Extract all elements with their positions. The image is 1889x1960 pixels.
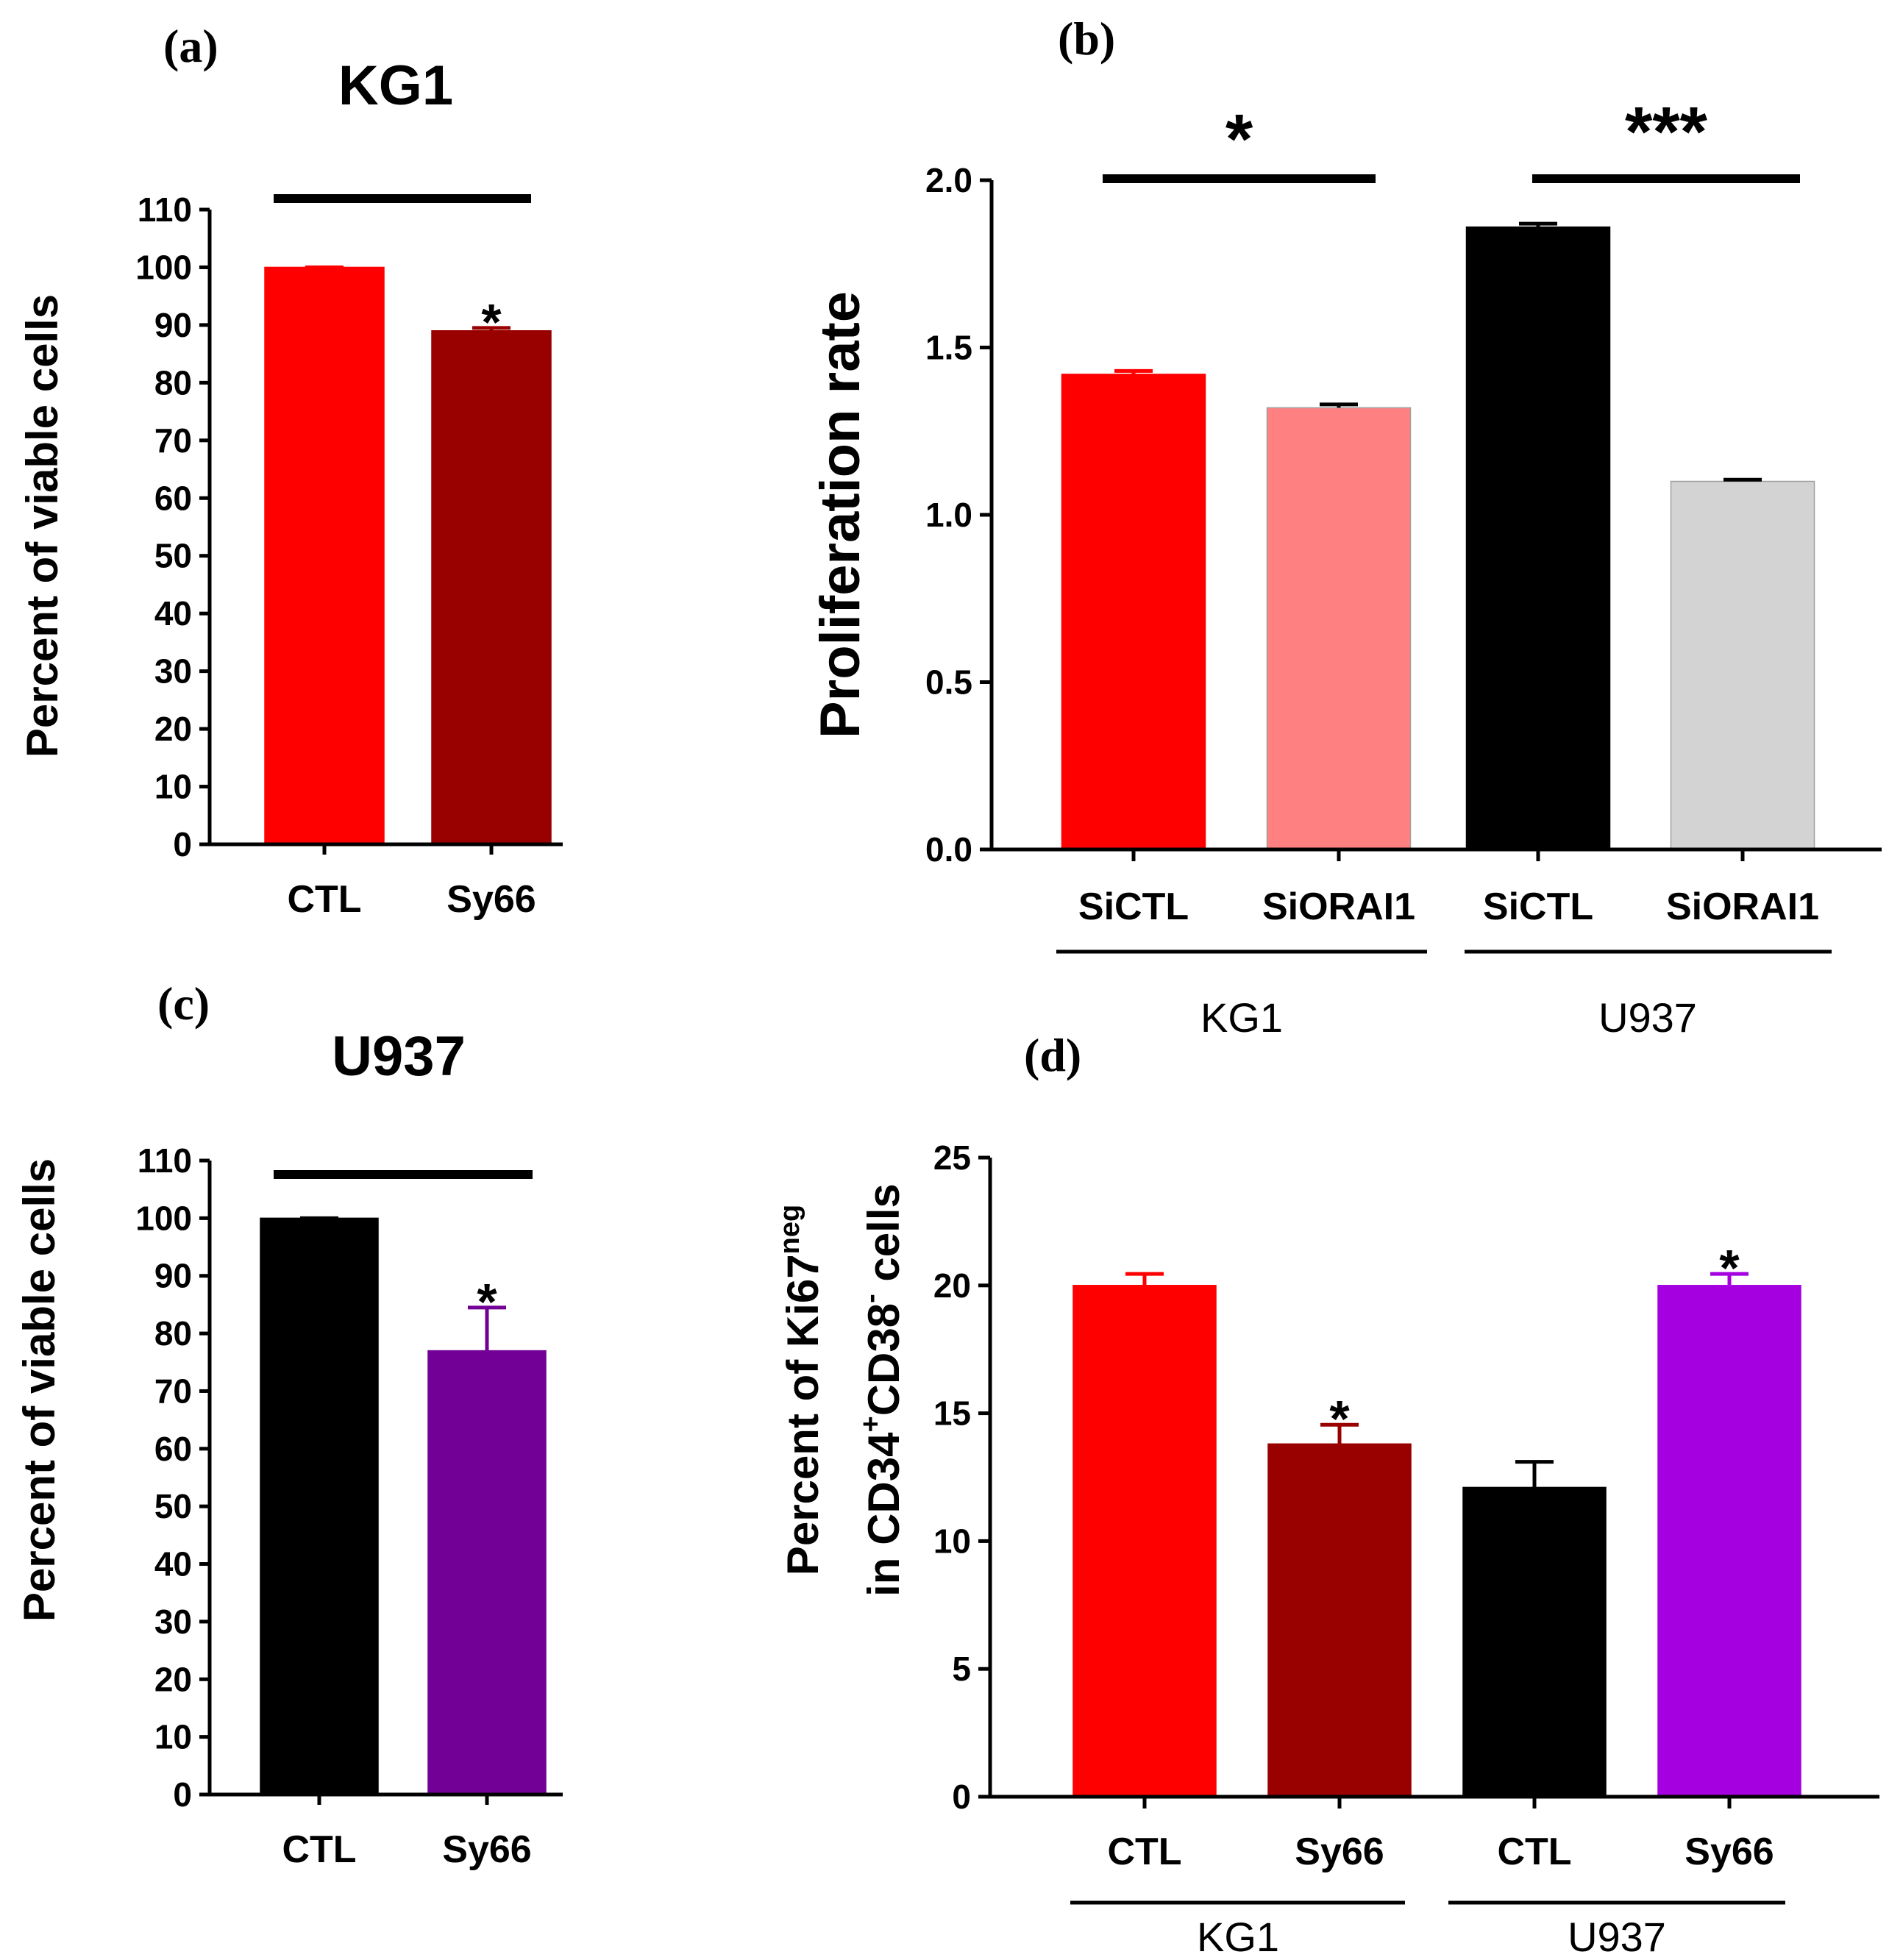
panel-d-ylabel-line2: in CD34+CD38- cells xyxy=(855,1183,908,1597)
x-tick-label-b-2: SiCTL xyxy=(1483,885,1593,928)
bar-b-1 xyxy=(1266,407,1412,850)
group-label-b-1: U937 xyxy=(1598,994,1697,1041)
y-tick-label-c-10: 100 xyxy=(135,1199,192,1237)
panel-b-plot: 0.0 0.5 1.0 1.5 2.0 SiCTL SiORAI1 SiCTL SiORAI1 *… xyxy=(925,93,1882,1041)
panel-d-plot: * * 0 5 10 15 20 25 CTL Sy66 CTL Sy66 KG1 U937 xyxy=(933,1138,1879,1960)
panel-c: (c) U937 Percent of viable cells * 0 10 20 3… xyxy=(15,977,563,1871)
x-tick-label-a-1: Sy66 xyxy=(447,878,536,921)
y-tick-label-a-11: 110 xyxy=(138,190,192,229)
y-tick-label-c-3: 30 xyxy=(154,1603,192,1641)
panel-a-title: KG1 xyxy=(338,54,453,117)
panel-a: (a) KG1 Percent of viable cells * 0 10 20 30… xyxy=(18,20,563,921)
panel-d-ylabel-line1-text: Percent of Ki67 xyxy=(778,1254,828,1575)
x-tick-label-b-1: SiORAI1 xyxy=(1262,885,1415,928)
y-tick-label-a-5: 50 xyxy=(154,537,192,575)
panel-b: (b) Proliferation rate 0.0 0.5 1.0 1.5 2.0 Si… xyxy=(809,13,1882,1041)
x-tick-label-d-2: CTL xyxy=(1497,1831,1571,1873)
panel-d-ylabel-line1: Percent of Ki67neg xyxy=(775,1205,828,1575)
bar-a-1 xyxy=(431,330,552,845)
y-tick-label-c-9: 90 xyxy=(154,1257,192,1295)
sig-star-d-3: * xyxy=(1719,1239,1740,1297)
bar-d-3 xyxy=(1657,1285,1801,1797)
y-tick-label-a-0: 0 xyxy=(173,825,192,863)
y-tick-label-b-1: 0.5 xyxy=(925,663,972,702)
y-tick-label-c-5: 50 xyxy=(154,1487,192,1525)
y-tick-label-a-7: 70 xyxy=(154,421,192,460)
y-tick-label-a-4: 40 xyxy=(154,594,192,632)
y-tick-label-a-3: 30 xyxy=(154,652,192,691)
bar-d-1 xyxy=(1267,1443,1412,1797)
panel-d-ylabel-line2-sup1: + xyxy=(855,1416,886,1432)
y-tick-label-d-2: 10 xyxy=(933,1522,971,1560)
y-tick-label-d-5: 25 xyxy=(933,1138,971,1177)
bar-b-2 xyxy=(1465,226,1611,850)
x-tick-label-b-0: SiCTL xyxy=(1078,885,1189,928)
panel-c-ylabel: Percent of viable cells xyxy=(15,1158,64,1622)
x-tick-label-d-3: Sy66 xyxy=(1685,1831,1774,1873)
y-tick-label-c-8: 80 xyxy=(154,1314,192,1353)
panel-d-ylabel-line2-post: cells xyxy=(859,1183,908,1294)
y-tick-label-c-7: 70 xyxy=(154,1372,192,1410)
group-label-d-1: U937 xyxy=(1568,1914,1666,1960)
panel-b-letter: (b) xyxy=(1058,13,1115,65)
y-tick-label-a-10: 100 xyxy=(135,248,192,286)
panel-a-plot: * 0 10 20 30 40 50 60 70 80 90 100 110 CTL Sy66 xyxy=(135,190,563,921)
x-tick-label-c-1: Sy66 xyxy=(442,1828,531,1871)
y-tick-label-d-0: 0 xyxy=(952,1778,971,1816)
panel-d-ylabel-line2-mid: CD38 xyxy=(859,1303,908,1416)
sig-star-b-0: * xyxy=(1225,100,1253,179)
y-tick-label-c-1: 10 xyxy=(154,1718,192,1756)
sig-star-b-1: *** xyxy=(1625,93,1708,171)
y-tick-label-c-11: 110 xyxy=(138,1141,192,1180)
sig-star-d-1: * xyxy=(1329,1390,1350,1447)
y-tick-label-a-9: 90 xyxy=(154,306,192,344)
y-tick-label-b-3: 1.5 xyxy=(925,329,972,367)
y-tick-label-b-0: 0.0 xyxy=(925,830,972,869)
y-tick-label-b-2: 1.0 xyxy=(925,496,972,534)
x-tick-label-b-3: SiORAI1 xyxy=(1666,885,1819,928)
y-tick-label-d-4: 20 xyxy=(933,1266,971,1305)
y-tick-label-c-2: 20 xyxy=(154,1660,192,1698)
x-tick-label-a-0: CTL xyxy=(287,878,361,921)
y-tick-label-d-1: 5 xyxy=(952,1650,971,1688)
panel-d-ylabel-line1-sup: neg xyxy=(775,1205,805,1255)
x-tick-label-c-0: CTL xyxy=(282,1828,356,1871)
sig-star-c-1: * xyxy=(477,1273,497,1330)
panel-a-ylabel: Percent of viable cells xyxy=(18,294,67,758)
panel-d-ylabel-line2-pre: in CD34 xyxy=(859,1432,908,1597)
panel-d-letter: (d) xyxy=(1024,1029,1081,1081)
group-label-d-0: KG1 xyxy=(1197,1914,1279,1960)
panel-d-ylabel-line2-sup2: - xyxy=(855,1294,886,1303)
x-tick-label-d-1: Sy66 xyxy=(1295,1831,1384,1873)
bar-b-0 xyxy=(1061,374,1206,850)
x-tick-label-d-0: CTL xyxy=(1107,1831,1181,1873)
y-tick-label-c-6: 60 xyxy=(154,1430,192,1468)
panel-c-plot: * 0 10 20 30 40 50 60 70 80 90 100 110 CTL Sy66 xyxy=(135,1141,563,1871)
y-tick-label-a-6: 60 xyxy=(154,479,192,517)
panel-a-letter: (a) xyxy=(163,20,218,72)
y-tick-label-c-4: 40 xyxy=(154,1545,192,1583)
y-tick-label-a-2: 20 xyxy=(154,710,192,748)
bar-a-0 xyxy=(264,266,385,845)
panel-c-title: U937 xyxy=(332,1025,466,1088)
bar-d-2 xyxy=(1462,1486,1607,1797)
y-tick-label-a-8: 80 xyxy=(154,363,192,402)
y-tick-label-a-1: 10 xyxy=(154,768,192,806)
panel-d: (d) Percent of Ki67neg in CD34+CD38- cel… xyxy=(775,1029,1879,1960)
bar-c-1 xyxy=(427,1350,547,1795)
panel-c-letter: (c) xyxy=(157,977,210,1030)
group-label-b-0: KG1 xyxy=(1200,994,1283,1041)
panel-b-ylabel: Proliferation rate xyxy=(809,291,872,738)
bar-c-0 xyxy=(260,1217,379,1795)
sig-star-a-1: * xyxy=(481,293,502,351)
y-tick-label-c-0: 0 xyxy=(173,1775,192,1814)
y-tick-label-d-3: 15 xyxy=(933,1394,971,1433)
bar-b-3 xyxy=(1670,480,1815,850)
bar-d-0 xyxy=(1072,1285,1217,1797)
y-tick-label-b-4: 2.0 xyxy=(925,161,972,199)
